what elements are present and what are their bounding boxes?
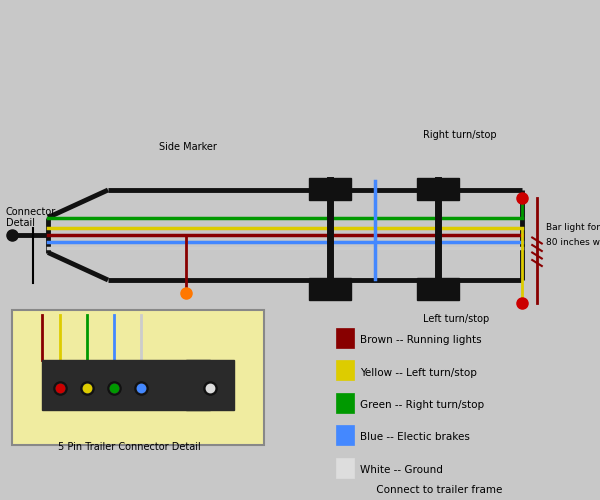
Text: Brown -- Running lights: Brown -- Running lights (360, 335, 482, 345)
Text: 5 Pin Trailer Connector Detail: 5 Pin Trailer Connector Detail (58, 442, 200, 452)
Bar (336, 360, 354, 380)
Text: Side Marker: Side Marker (159, 142, 217, 152)
Bar (417, 178, 459, 200)
Bar (42, 360, 210, 410)
Text: Connector
Detail: Connector Detail (6, 206, 56, 229)
Text: Connect to trailer frame: Connect to trailer frame (360, 484, 502, 494)
Text: Green -- Right turn/stop: Green -- Right turn/stop (360, 400, 484, 410)
Bar (336, 392, 354, 412)
Text: Left turn/stop: Left turn/stop (423, 314, 489, 324)
Bar (186, 360, 234, 410)
Text: 80 inches wide: 80 inches wide (546, 238, 600, 247)
Bar (309, 178, 351, 200)
Bar (336, 425, 354, 445)
Text: Bar light for trailers over: Bar light for trailers over (546, 223, 600, 232)
Bar (336, 458, 354, 477)
Text: Yellow -- Left turn/stop: Yellow -- Left turn/stop (360, 368, 477, 378)
Bar (12, 310, 264, 445)
Text: White -- Ground: White -- Ground (360, 465, 443, 475)
Text: Right turn/stop: Right turn/stop (423, 130, 497, 140)
Text: Blue -- Electic brakes: Blue -- Electic brakes (360, 432, 470, 442)
Bar (309, 278, 351, 300)
Bar (417, 278, 459, 300)
Bar (336, 328, 354, 347)
